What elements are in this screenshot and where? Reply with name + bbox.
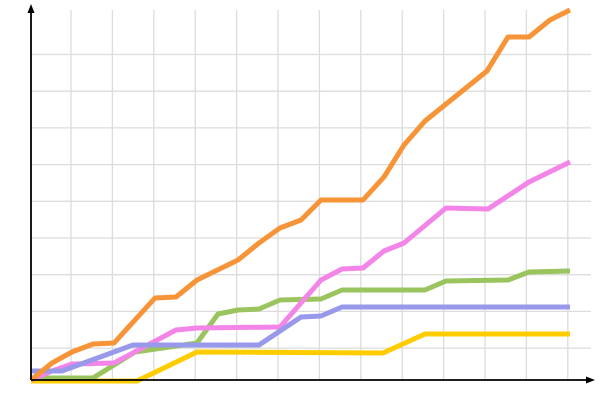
series-yellow-line (31, 331, 570, 384)
series-pink-line (30, 159, 572, 383)
series-group (29, 7, 572, 384)
series-orange-line (29, 7, 572, 382)
series-blue-line (31, 304, 570, 374)
x-axis-arrow (586, 376, 595, 384)
axes (27, 4, 595, 384)
y-axis-arrow (27, 4, 35, 13)
series-green-line (31, 268, 571, 381)
